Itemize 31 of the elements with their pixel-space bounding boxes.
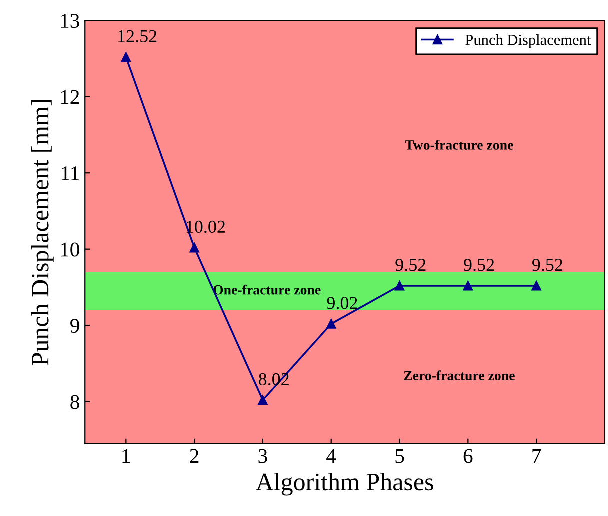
point xyxy=(394,281,405,291)
y-tick-label: 9 xyxy=(70,319,80,334)
point xyxy=(190,242,200,253)
point xyxy=(532,281,542,291)
point xyxy=(258,395,268,406)
y-tick-label: 8 xyxy=(70,395,80,410)
x-tick-label: 5 xyxy=(396,449,404,464)
y-tick-label: 11 xyxy=(62,166,80,180)
data-label: 9.52 xyxy=(464,259,494,272)
x-tick-label: 6 xyxy=(464,449,473,464)
band-label: One-fracture zone xyxy=(214,284,321,295)
point xyxy=(121,52,132,62)
band-label: Zero-fracture zone xyxy=(404,370,515,381)
y-tick-label: 13 xyxy=(61,14,80,28)
y-tick-label: 10 xyxy=(61,242,80,257)
y-tick-label: 12 xyxy=(61,90,80,104)
data-label: 9.02 xyxy=(327,297,358,310)
data-label: 9.52 xyxy=(532,259,562,272)
data-label: 9.52 xyxy=(396,259,426,272)
x-tick-label: 3 xyxy=(258,449,268,464)
x-tick-label: 7 xyxy=(532,449,542,464)
x-tick-label: 4 xyxy=(326,449,336,464)
x-axis-title: Algorithm Phases xyxy=(256,473,434,496)
y-axis-title: Punch Displacement [mm] xyxy=(31,100,54,366)
legend-label: Punch Displacement xyxy=(466,34,592,48)
band-label: Two-fracture zone xyxy=(405,140,514,150)
point xyxy=(463,281,474,291)
point xyxy=(326,319,336,329)
x-tick-label: 2 xyxy=(190,449,199,464)
data-label: 12.52 xyxy=(118,30,157,43)
x-tick-label: 1 xyxy=(122,449,130,464)
